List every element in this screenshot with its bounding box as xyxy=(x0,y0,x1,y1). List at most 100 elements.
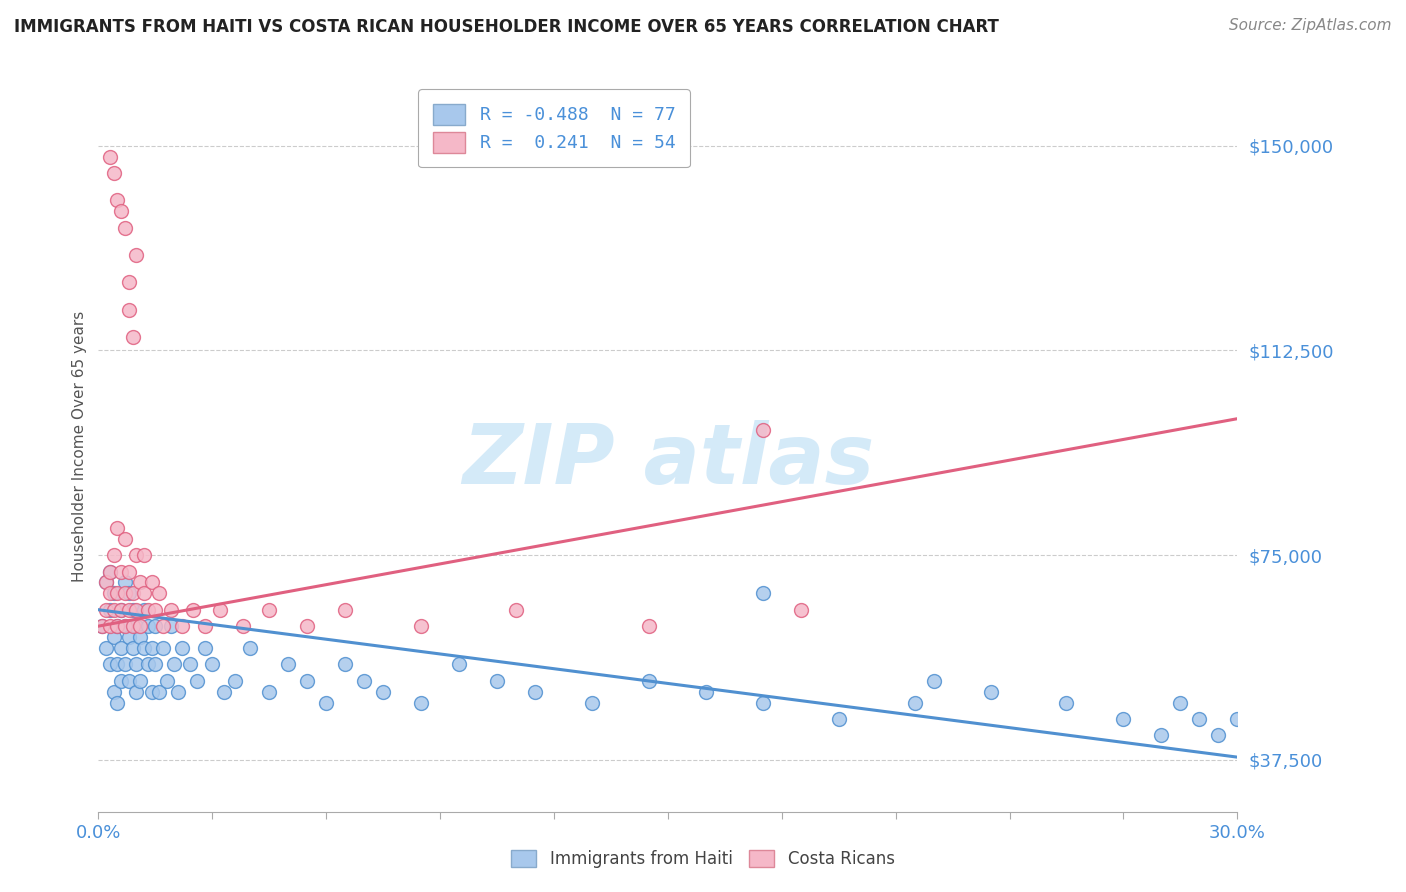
Point xyxy=(91,619,114,633)
Point xyxy=(118,275,141,289)
Point xyxy=(94,575,117,590)
Point xyxy=(103,630,125,644)
Point xyxy=(505,603,527,617)
Point xyxy=(125,657,148,672)
Point xyxy=(335,603,357,617)
Point xyxy=(1208,728,1230,742)
Point xyxy=(136,603,159,617)
Point xyxy=(94,640,117,655)
Point xyxy=(297,673,319,688)
Point xyxy=(194,619,217,633)
Point xyxy=(107,696,129,710)
Point xyxy=(103,166,125,180)
Point xyxy=(98,565,121,579)
Point xyxy=(136,619,159,633)
Point xyxy=(118,673,141,688)
Point xyxy=(148,586,170,600)
Point xyxy=(129,630,152,644)
Point xyxy=(145,657,167,672)
Point xyxy=(259,603,281,617)
Point xyxy=(170,619,193,633)
Point xyxy=(98,150,121,164)
Legend: Immigrants from Haiti, Costa Ricans: Immigrants from Haiti, Costa Ricans xyxy=(505,843,901,875)
Point xyxy=(107,657,129,672)
Point xyxy=(125,548,148,562)
Point xyxy=(979,684,1001,698)
Point xyxy=(170,640,193,655)
Point xyxy=(110,204,132,219)
Point xyxy=(107,194,129,208)
Point xyxy=(1226,712,1249,726)
Point xyxy=(152,619,174,633)
Point xyxy=(167,684,190,698)
Point xyxy=(411,619,433,633)
Point xyxy=(114,575,136,590)
Point xyxy=(752,423,775,437)
Point xyxy=(449,657,471,672)
Point xyxy=(790,603,813,617)
Point xyxy=(107,521,129,535)
Point xyxy=(132,586,155,600)
Point xyxy=(335,657,357,672)
Point xyxy=(110,565,132,579)
Point xyxy=(145,603,167,617)
Point xyxy=(904,696,927,710)
Point xyxy=(353,673,375,688)
Text: IMMIGRANTS FROM HAITI VS COSTA RICAN HOUSEHOLDER INCOME OVER 65 YEARS CORRELATIO: IMMIGRANTS FROM HAITI VS COSTA RICAN HOU… xyxy=(14,18,998,36)
Point xyxy=(141,640,163,655)
Point xyxy=(1150,728,1173,742)
Point xyxy=(125,603,148,617)
Point xyxy=(121,586,143,600)
Point xyxy=(98,565,121,579)
Point xyxy=(121,619,143,633)
Point xyxy=(194,640,217,655)
Point xyxy=(1112,712,1135,726)
Point xyxy=(186,673,208,688)
Point xyxy=(94,575,117,590)
Point xyxy=(103,603,125,617)
Point xyxy=(125,248,148,262)
Point xyxy=(132,603,155,617)
Point xyxy=(118,565,141,579)
Point xyxy=(129,575,152,590)
Point xyxy=(107,586,129,600)
Point xyxy=(94,603,117,617)
Point xyxy=(114,220,136,235)
Point xyxy=(136,657,159,672)
Point xyxy=(121,330,143,344)
Legend: R = -0.488  N = 77, R =  0.241  N = 54: R = -0.488 N = 77, R = 0.241 N = 54 xyxy=(418,89,690,167)
Point xyxy=(141,575,163,590)
Point xyxy=(118,586,141,600)
Point xyxy=(121,640,143,655)
Point xyxy=(695,684,717,698)
Point xyxy=(129,673,152,688)
Point xyxy=(638,619,661,633)
Point xyxy=(486,673,509,688)
Point xyxy=(110,640,132,655)
Point xyxy=(98,657,121,672)
Point xyxy=(98,586,121,600)
Point xyxy=(183,603,205,617)
Point xyxy=(125,684,148,698)
Point xyxy=(224,673,246,688)
Point xyxy=(132,640,155,655)
Point xyxy=(752,696,775,710)
Point xyxy=(98,603,121,617)
Point xyxy=(129,619,152,633)
Point xyxy=(922,673,945,688)
Point xyxy=(132,548,155,562)
Point xyxy=(125,619,148,633)
Point xyxy=(638,673,661,688)
Point xyxy=(239,640,262,655)
Point xyxy=(259,684,281,698)
Point xyxy=(110,673,132,688)
Point xyxy=(163,657,186,672)
Point xyxy=(159,603,181,617)
Point xyxy=(103,548,125,562)
Point xyxy=(110,603,132,617)
Point xyxy=(141,684,163,698)
Point xyxy=(110,603,132,617)
Point xyxy=(208,603,231,617)
Point xyxy=(297,619,319,633)
Point xyxy=(118,302,141,317)
